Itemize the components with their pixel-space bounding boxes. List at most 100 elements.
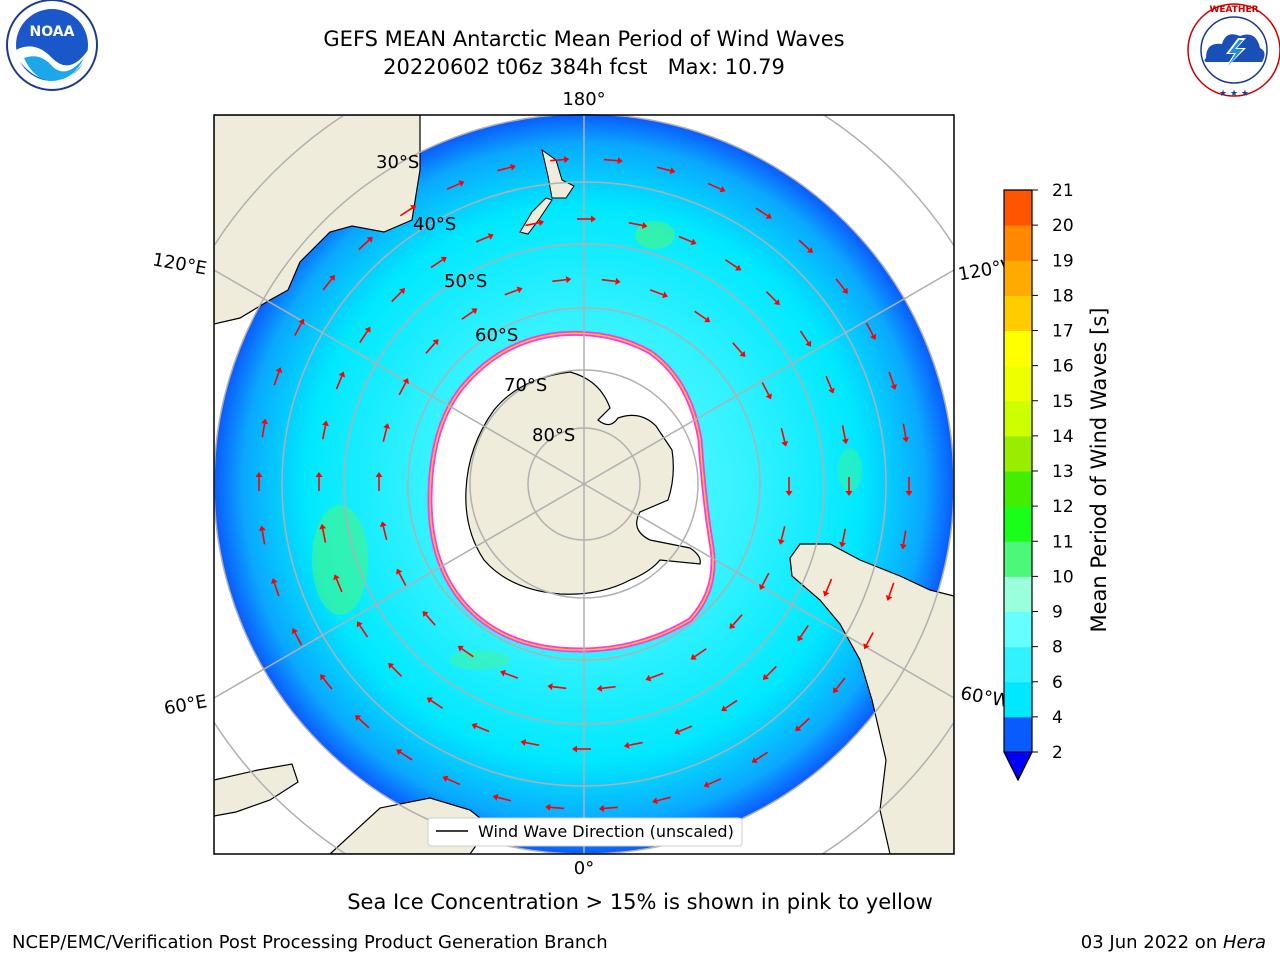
colorbar-segment	[1004, 190, 1032, 226]
wind-arrow	[761, 572, 770, 586]
wind-arrow	[335, 578, 343, 593]
wind-arrow	[649, 672, 664, 679]
svg-text:NOAA: NOAA	[30, 24, 75, 40]
wind-arrow	[603, 806, 618, 810]
wind-arrow-head	[442, 775, 449, 783]
wind-arrow-head	[563, 156, 570, 164]
wind-arrow	[525, 741, 540, 747]
wind-arrow-head	[781, 440, 789, 447]
lat-label-50s: 50°S	[444, 271, 487, 292]
wind-arrow-head	[500, 669, 507, 677]
wind-arrow	[678, 235, 693, 243]
colorbar-segment	[1004, 681, 1032, 718]
wind-arrow-head	[845, 491, 853, 496]
wind-arrow	[825, 578, 833, 593]
wind-arrow-head	[735, 264, 742, 271]
wind-arrow	[841, 528, 847, 543]
colorbar-segment	[1004, 646, 1032, 683]
wind-arrow	[628, 741, 643, 747]
wind-arrow	[649, 289, 664, 296]
wind-arrow-head	[319, 523, 327, 530]
wind-arrow	[322, 278, 333, 291]
wind-arrow	[359, 624, 369, 638]
colorbar-segment	[1004, 576, 1032, 612]
wind-arrow	[724, 699, 738, 709]
wind-arrow	[461, 310, 474, 320]
wind-arrow-head	[902, 436, 910, 443]
wind-arrow-head	[258, 525, 266, 532]
wind-arrow	[601, 685, 616, 690]
wind-arrow-head	[762, 673, 769, 680]
wind-arrow	[321, 425, 327, 440]
wind-arrow-head	[520, 739, 527, 746]
wind-arrow-head	[471, 722, 478, 730]
colorbar-segment	[1004, 400, 1032, 437]
colorbar-tick-label: 20	[1052, 216, 1074, 236]
wind-arrow	[497, 796, 512, 802]
wind-arrow	[497, 166, 512, 172]
wind-arrow-head	[841, 438, 849, 445]
wind-arrow	[461, 648, 474, 658]
colorbar-tick-label: 15	[1052, 392, 1074, 412]
map-frame	[213, 114, 955, 855]
wind-arrow-head	[291, 628, 298, 635]
lat-label-80s: 80°S	[532, 425, 575, 446]
colorbar-segment	[1004, 225, 1032, 261]
wind-arrow-head	[704, 316, 711, 323]
wind-arrow	[525, 221, 540, 227]
wind-arrow-head	[255, 472, 263, 477]
colorbar-segment	[1004, 260, 1032, 296]
chart-title: GEFS MEAN Antarctic Mean Period of Wind …	[323, 27, 845, 51]
colorbar-segment	[1004, 716, 1032, 753]
africa-landmass	[214, 763, 299, 817]
wind-arrow	[398, 382, 407, 396]
wind-arrow-head	[315, 472, 323, 477]
colorbar-tick-label: 9	[1052, 603, 1063, 623]
lat-label-40s: 40°S	[413, 214, 456, 235]
wind-arrow-head	[591, 215, 596, 223]
wind-arrow	[399, 751, 413, 761]
wind-arrow-head	[492, 793, 499, 801]
colorbar-segment	[1004, 330, 1032, 367]
wind-arrow-head	[870, 333, 877, 340]
wind-arrow	[359, 330, 369, 344]
wind-arrow	[799, 624, 809, 638]
nws-logo-icon: WEATHER ★ ★ ★	[1187, 3, 1280, 99]
wind-arrow-head	[383, 423, 391, 429]
colorbar-tick-label: 10	[1052, 567, 1074, 587]
wind-arrow-head	[355, 714, 362, 721]
wind-arrow-head	[719, 185, 726, 193]
colorbar-segment	[1004, 365, 1032, 402]
wind-arrow-head	[703, 781, 710, 788]
wind-arrow-head	[510, 163, 516, 171]
wind-arrow-head	[765, 212, 772, 219]
colorbar-tick-label: 6	[1052, 673, 1063, 693]
wind-arrow-head	[598, 804, 605, 812]
wind-arrow-head	[338, 371, 346, 378]
wind-arrow-head	[863, 643, 870, 650]
wind-arrow-head	[795, 725, 802, 732]
wind-arrow-head	[759, 583, 766, 590]
wind-arrow-head	[842, 287, 848, 294]
wind-arrow	[825, 375, 833, 390]
wind-arrow	[425, 342, 436, 354]
wind-arrow-head	[729, 622, 736, 629]
wind-arrow	[707, 778, 722, 786]
wind-arrow	[761, 382, 770, 396]
wind-arrow	[552, 685, 567, 690]
graticule	[214, 115, 954, 854]
wind-arrow-head	[615, 277, 621, 285]
wind-arrow-head	[432, 339, 439, 346]
wind-arrow	[504, 672, 519, 679]
wind-arrow-head	[645, 674, 652, 682]
wind-arrow	[261, 530, 266, 545]
wind-arrow	[755, 207, 769, 217]
map-legend: Wind Wave Direction (unscaled)	[427, 817, 743, 847]
wind-arrow	[765, 291, 777, 303]
colorbar-tick-label: 13	[1052, 462, 1074, 482]
wind-arrow	[798, 239, 810, 251]
lat-label-60s: 60°S	[475, 325, 518, 346]
colorbar-outline	[1003, 189, 1033, 782]
wind-arrow	[273, 582, 280, 597]
